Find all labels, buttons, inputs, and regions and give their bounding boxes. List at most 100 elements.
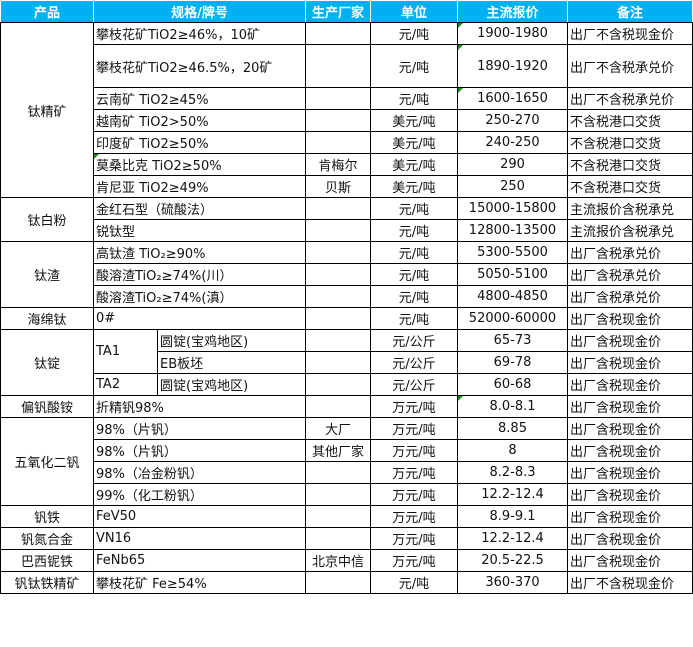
table-row: 攀枝花矿TiO2≥46.5%，20矿 元/吨 1890-1920 出厂不含税承兑价 <box>1 44 693 88</box>
grade-cell: TA1 <box>93 329 158 374</box>
table-row: 钒钛铁精矿 攀枝花矿 Fe≥54% 元/吨 360-370 出厂不含税现金价 <box>0 571 693 594</box>
unit-cell: 美元/吨 <box>370 109 458 132</box>
unit-cell: 万元/吨 <box>370 439 458 462</box>
maker-cell: 大厂 <box>305 417 371 440</box>
unit-cell: 元/吨 <box>370 263 458 286</box>
price-cell: 1900-1980 <box>457 22 568 45</box>
table-row: 98%（片钒） 其他厂家 万元/吨 8 出厂含税现金价 <box>1 439 693 462</box>
spec-cell: 攀枝花矿TiO2≥46%，10矿 <box>93 22 306 45</box>
spec-cell: 圆锭(宝鸡地区) <box>157 373 306 396</box>
table-row: 酸溶渣TiO₂≥74%(川） 元/吨 5050-5100 出厂含税承兑价 <box>1 263 693 286</box>
note-cell: 出厂含税现金价 <box>567 351 693 374</box>
spec-cell: 0# <box>93 307 306 330</box>
table-row: 印度矿 TiO2≥50% 美元/吨 240-250 不含税港口交货 <box>1 131 693 154</box>
unit-cell: 元/吨 <box>370 44 458 88</box>
table-row: 莫桑比克 TiO2≥50% 肯梅尔 美元/吨 290 不含税港口交货 <box>1 153 693 176</box>
spec-cell: 98%（片钒） <box>93 417 306 440</box>
unit-cell: 元/公斤 <box>370 351 458 374</box>
maker-cell <box>305 373 371 396</box>
price-cell: 12800-13500 <box>457 219 568 242</box>
note-cell: 出厂含税现金价 <box>567 527 693 550</box>
table-row: 钒铁 FeV50 万元/吨 8.9-9.1 出厂含税现金价 <box>0 505 693 528</box>
table-row: 钛锭 TA1 圆锭(宝鸡地区) 元/公斤 65-73 出厂含税现金价 <box>0 329 693 396</box>
maker-cell <box>305 44 371 88</box>
spec-cell: 云南矿 TiO2≥45% <box>93 87 306 110</box>
product-cell: 五氧化二钒 <box>0 417 94 506</box>
product-cell: 钒铁 <box>0 505 94 528</box>
note-cell: 主流报价含税承兑 <box>567 219 693 242</box>
unit-cell: 万元/吨 <box>370 483 458 506</box>
note-cell: 不含税港口交货 <box>567 109 693 132</box>
note-cell: 出厂含税现金价 <box>567 307 693 330</box>
unit-cell: 元/吨 <box>370 87 458 110</box>
note-cell: 出厂不含税承兑价 <box>567 87 693 110</box>
maker-cell <box>305 329 371 352</box>
price-table: 产品 规格/牌号 生产厂家 单位 主流报价 备注 钛精矿 攀枝花矿TiO2≥46%… <box>0 0 693 594</box>
table-row: 钒氮合金 VN16 万元/吨 12.2-12.4 出厂含税现金价 <box>0 527 693 550</box>
price-cell: 8.85 <box>457 417 568 440</box>
product-cell: 巴西铌铁 <box>0 549 94 572</box>
spec-cell: 高钛渣 TiO₂≥90% <box>93 241 306 264</box>
price-cell: 240-250 <box>457 131 568 154</box>
header-maker: 生产厂家 <box>305 0 371 23</box>
note-cell: 出厂含税现金价 <box>567 549 693 572</box>
note-cell: 出厂不含税现金价 <box>567 571 693 594</box>
note-cell: 出厂含税承兑价 <box>567 263 693 286</box>
spec-cell: 攀枝花矿 Fe≥54% <box>93 571 306 594</box>
spec-cell: 肯尼亚 TiO2≥49% <box>93 175 306 198</box>
table-row: 巴西铌铁 FeNb65 北京中信 万元/吨 20.5-22.5 出厂含税现金价 <box>0 549 693 572</box>
price-cell: 20.5-22.5 <box>457 549 568 572</box>
maker-cell: 肯梅尔 <box>305 153 371 176</box>
price-cell: 8.2-8.3 <box>457 461 568 484</box>
table-row: 98%（冶金粉钒） 万元/吨 8.2-8.3 出厂含税现金价 <box>1 461 693 484</box>
note-cell: 出厂不含税承兑价 <box>567 44 693 88</box>
price-cell: 69-78 <box>457 351 568 374</box>
maker-cell <box>305 87 371 110</box>
spec-cell: 锐钛型 <box>93 219 306 242</box>
table-row: 云南矿 TiO2≥45% 元/吨 1600-1650 出厂不含税承兑价 <box>1 87 693 110</box>
unit-cell: 元/吨 <box>370 571 458 594</box>
note-cell: 出厂不含税现金价 <box>567 22 693 45</box>
maker-cell <box>305 109 371 132</box>
price-cell: 250-270 <box>457 109 568 132</box>
unit-cell: 元/公斤 <box>370 373 458 396</box>
maker-cell <box>305 131 371 154</box>
price-cell: 1890-1920 <box>457 44 568 88</box>
table-row: 钛精矿 攀枝花矿TiO2≥46%，10矿 元/吨 1900-1980 出厂不含税现金价 <box>0 22 693 198</box>
spec-cell: 印度矿 TiO2≥50% <box>93 131 306 154</box>
product-cell: 钛白粉 <box>0 197 94 242</box>
maker-cell <box>305 505 371 528</box>
maker-cell <box>305 351 371 374</box>
price-cell: 5300-5500 <box>457 241 568 264</box>
note-cell: 出厂含税现金价 <box>567 505 693 528</box>
spec-cell: FeV50 <box>93 505 306 528</box>
table-row: EB板坯 元/公斤 69-78 出厂含税现金价 <box>1 351 693 374</box>
unit-cell: 元/吨 <box>370 22 458 45</box>
price-cell: 12.2-12.4 <box>457 527 568 550</box>
unit-cell: 元/吨 <box>370 285 458 308</box>
spec-cell: 攀枝花矿TiO2≥46.5%，20矿 <box>93 44 306 88</box>
table-row: 99%（化工粉钒） 万元/吨 12.2-12.4 出厂含税现金价 <box>1 483 693 506</box>
table-row: 锐钛型 元/吨 12800-13500 主流报价含税承兑 <box>1 219 693 242</box>
price-cell: 250 <box>457 175 568 198</box>
spec-cell: 酸溶渣TiO₂≥74%(滇） <box>93 285 306 308</box>
note-cell: 出厂含税承兑价 <box>567 241 693 264</box>
unit-cell: 元/吨 <box>370 219 458 242</box>
price-cell: 52000-60000 <box>457 307 568 330</box>
note-cell: 出厂含税现金价 <box>567 329 693 352</box>
spec-cell: 99%（化工粉钒） <box>93 483 306 506</box>
spec-cell: 圆锭(宝鸡地区) <box>157 329 306 352</box>
header-product: 产品 <box>0 0 94 23</box>
note-cell: 出厂含税现金价 <box>567 439 693 462</box>
table-row: 钛白粉 金红石型（硫酸法） 元/吨 15000-15800 主流报价含税承兑 <box>0 197 693 242</box>
maker-cell <box>305 527 371 550</box>
table-row: 五氧化二钒 98%（片钒） 大厂 万元/吨 8.85 出厂含税现金价 <box>0 417 693 506</box>
maker-cell <box>305 285 371 308</box>
price-cell: 8.9-9.1 <box>457 505 568 528</box>
unit-cell: 元/公斤 <box>370 329 458 352</box>
price-cell: 12.2-12.4 <box>457 483 568 506</box>
product-cell: 钒钛铁精矿 <box>0 571 94 594</box>
spec-cell: 酸溶渣TiO₂≥74%(川） <box>93 263 306 286</box>
price-cell: 360-370 <box>457 571 568 594</box>
note-cell: 不含税港口交货 <box>567 131 693 154</box>
